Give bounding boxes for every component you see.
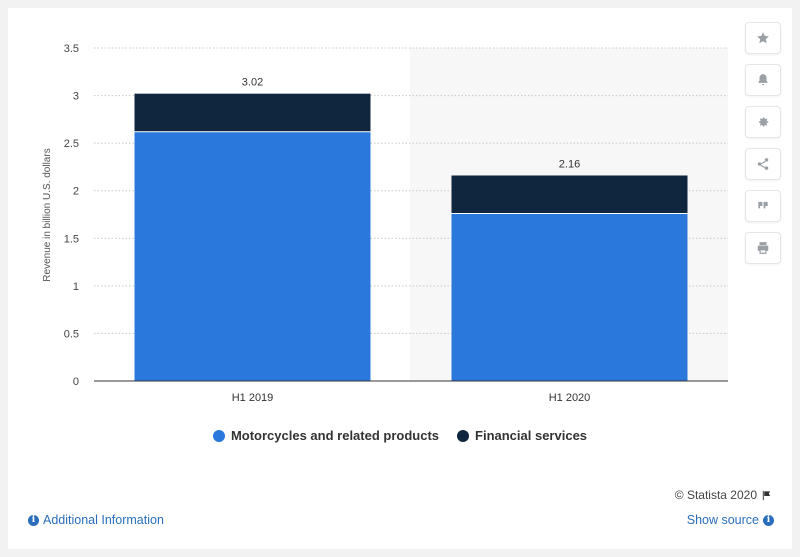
bar-total-label: 2.16: [559, 158, 580, 170]
gear-icon: [758, 117, 769, 127]
print-button[interactable]: [745, 232, 781, 264]
x-tick-label: H1 2019: [232, 392, 274, 404]
y-axis-label: Revenue in billion U.S. dollars: [42, 148, 53, 281]
y-tick-label: 3: [73, 91, 79, 103]
legend-label-financial: Financial services: [475, 428, 588, 443]
legend-swatch-financial: [457, 429, 470, 442]
share-icon: [757, 158, 769, 170]
info-icon: i: [28, 514, 39, 526]
flag-icon: [762, 490, 771, 500]
legend-item-financial[interactable]: Financial services: [457, 428, 587, 443]
info-icon: i: [763, 514, 774, 526]
x-tick-label: H1 2020: [549, 392, 591, 404]
y-tick-label: 0.5: [64, 328, 79, 340]
additional-information-link[interactable]: i Additional Information: [28, 513, 164, 527]
legend-item-motorcycles[interactable]: Motorcycles and related products: [212, 428, 440, 443]
y-tick-label: 0: [73, 376, 79, 388]
share-button[interactable]: [745, 148, 781, 180]
star-icon: [757, 32, 769, 44]
statista-copyright[interactable]: © Statista 2020: [675, 488, 772, 502]
y-tick-labels: 0 0.5 1 1.5 2 2.5 3 3.5: [64, 43, 79, 388]
bar-financial-0[interactable]: [134, 93, 371, 132]
y-tick-label: 2: [73, 186, 79, 198]
additional-information-label: Additional Information: [43, 513, 164, 527]
chart-legend: Motorcycles and related products Financi…: [0, 428, 800, 443]
bar-total-label: 3.02: [242, 77, 263, 89]
settings-button[interactable]: [745, 106, 781, 138]
bars: 3.02 2.16: [134, 77, 688, 381]
bell-icon: [758, 74, 768, 86]
y-tick-label: 1.5: [64, 233, 79, 245]
legend-swatch-motorcycles: [212, 429, 225, 442]
bar-motorcycles-0[interactable]: [134, 131, 371, 381]
x-tick-labels: H1 2019 H1 2020: [232, 392, 591, 404]
show-source-label: Show source: [686, 513, 759, 527]
legend-label-motorcycles: Motorcycles and related products: [230, 428, 440, 443]
y-tick-label: 3.5: [64, 43, 79, 55]
cite-button[interactable]: [745, 190, 781, 222]
quote-icon: [758, 201, 768, 209]
print-icon: [757, 242, 769, 254]
show-source-link[interactable]: Show source i: [687, 513, 774, 527]
bar-financial-1[interactable]: [451, 175, 688, 214]
y-tick-label: 2.5: [64, 138, 79, 150]
bar-motorcycles-1[interactable]: [451, 213, 688, 381]
notification-button[interactable]: [745, 64, 781, 96]
favorite-button[interactable]: [745, 22, 781, 54]
y-tick-label: 1: [73, 281, 79, 293]
copyright-text: © Statista 2020: [674, 488, 757, 502]
